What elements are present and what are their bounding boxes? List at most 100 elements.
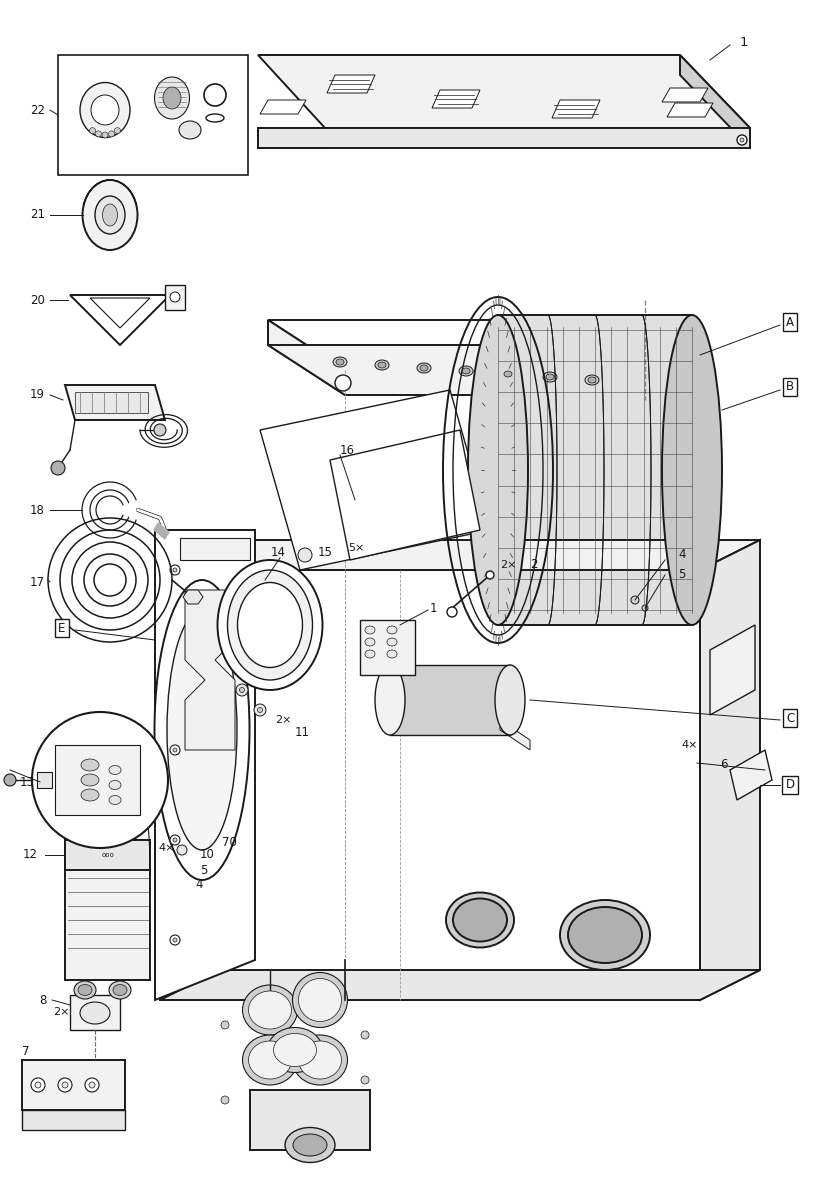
- Circle shape: [254, 704, 266, 716]
- Polygon shape: [498, 314, 692, 625]
- Ellipse shape: [387, 638, 397, 646]
- Text: 6: 6: [720, 758, 727, 772]
- Circle shape: [177, 845, 187, 854]
- Ellipse shape: [560, 900, 650, 970]
- Polygon shape: [268, 320, 700, 370]
- Text: 5×: 5×: [348, 542, 364, 553]
- Text: 4: 4: [678, 548, 686, 562]
- Circle shape: [361, 1031, 369, 1039]
- Polygon shape: [37, 772, 52, 788]
- Polygon shape: [268, 320, 345, 395]
- Polygon shape: [70, 995, 120, 1030]
- Circle shape: [154, 424, 166, 436]
- Ellipse shape: [662, 314, 722, 625]
- Polygon shape: [620, 320, 700, 395]
- Polygon shape: [327, 74, 375, 92]
- Bar: [58, 55, 248, 175]
- Ellipse shape: [378, 362, 386, 368]
- Text: 19: 19: [30, 389, 45, 402]
- Polygon shape: [160, 570, 700, 1000]
- Ellipse shape: [248, 1040, 292, 1079]
- Circle shape: [257, 708, 262, 713]
- Ellipse shape: [543, 372, 557, 382]
- Ellipse shape: [91, 95, 119, 125]
- Ellipse shape: [242, 1034, 298, 1085]
- Polygon shape: [22, 1060, 125, 1110]
- Circle shape: [236, 684, 248, 696]
- Text: 21: 21: [30, 209, 45, 222]
- Ellipse shape: [155, 77, 190, 119]
- Polygon shape: [667, 103, 713, 116]
- Circle shape: [486, 571, 494, 578]
- Text: 14: 14: [270, 546, 285, 558]
- Circle shape: [173, 938, 177, 942]
- Polygon shape: [155, 530, 255, 1000]
- Ellipse shape: [167, 610, 237, 850]
- Circle shape: [89, 1082, 95, 1088]
- Circle shape: [173, 838, 177, 842]
- Ellipse shape: [588, 377, 596, 383]
- Ellipse shape: [375, 665, 405, 734]
- Ellipse shape: [179, 121, 201, 139]
- Text: 18: 18: [30, 504, 45, 516]
- Ellipse shape: [109, 766, 121, 774]
- Text: C: C: [786, 712, 794, 725]
- Ellipse shape: [274, 1033, 316, 1067]
- Ellipse shape: [238, 582, 302, 667]
- Polygon shape: [185, 590, 235, 750]
- Polygon shape: [432, 90, 480, 108]
- Text: 17: 17: [30, 576, 45, 588]
- Ellipse shape: [420, 365, 428, 371]
- Circle shape: [291, 1151, 299, 1159]
- Ellipse shape: [81, 758, 99, 770]
- Ellipse shape: [336, 359, 344, 365]
- Circle shape: [32, 712, 168, 848]
- Ellipse shape: [585, 374, 599, 385]
- Text: A: A: [786, 316, 794, 329]
- Text: 13: 13: [20, 775, 35, 788]
- Ellipse shape: [293, 1134, 327, 1156]
- Polygon shape: [65, 385, 165, 420]
- Text: 10: 10: [200, 848, 215, 862]
- Circle shape: [114, 127, 120, 133]
- Text: 2×: 2×: [500, 560, 516, 570]
- Polygon shape: [75, 392, 148, 413]
- Ellipse shape: [365, 626, 375, 634]
- Ellipse shape: [113, 984, 127, 996]
- Polygon shape: [70, 295, 170, 346]
- Polygon shape: [500, 720, 530, 750]
- Circle shape: [170, 935, 180, 946]
- Ellipse shape: [109, 796, 121, 804]
- Ellipse shape: [468, 314, 528, 625]
- Circle shape: [170, 745, 180, 755]
- Text: 4: 4: [195, 877, 202, 890]
- Circle shape: [447, 607, 457, 617]
- Circle shape: [170, 565, 180, 575]
- Text: B: B: [786, 380, 794, 394]
- Ellipse shape: [365, 638, 375, 646]
- Text: 20: 20: [30, 294, 45, 306]
- Ellipse shape: [387, 626, 397, 634]
- Ellipse shape: [95, 196, 125, 234]
- Polygon shape: [180, 538, 250, 560]
- Ellipse shape: [387, 650, 397, 658]
- Text: 22: 22: [30, 103, 45, 116]
- Ellipse shape: [568, 907, 642, 962]
- Polygon shape: [22, 1110, 125, 1130]
- Polygon shape: [662, 88, 708, 102]
- Ellipse shape: [417, 362, 431, 373]
- Ellipse shape: [501, 370, 515, 379]
- Circle shape: [173, 568, 177, 572]
- Circle shape: [335, 374, 351, 391]
- Ellipse shape: [267, 1027, 322, 1073]
- Circle shape: [173, 748, 177, 752]
- Polygon shape: [268, 346, 700, 395]
- Circle shape: [51, 461, 65, 475]
- Polygon shape: [260, 390, 490, 570]
- Polygon shape: [260, 100, 306, 114]
- Text: ooo: ooo: [102, 852, 114, 858]
- Polygon shape: [680, 55, 750, 148]
- Polygon shape: [700, 540, 760, 1000]
- Text: 4×: 4×: [681, 740, 698, 750]
- Polygon shape: [390, 665, 510, 734]
